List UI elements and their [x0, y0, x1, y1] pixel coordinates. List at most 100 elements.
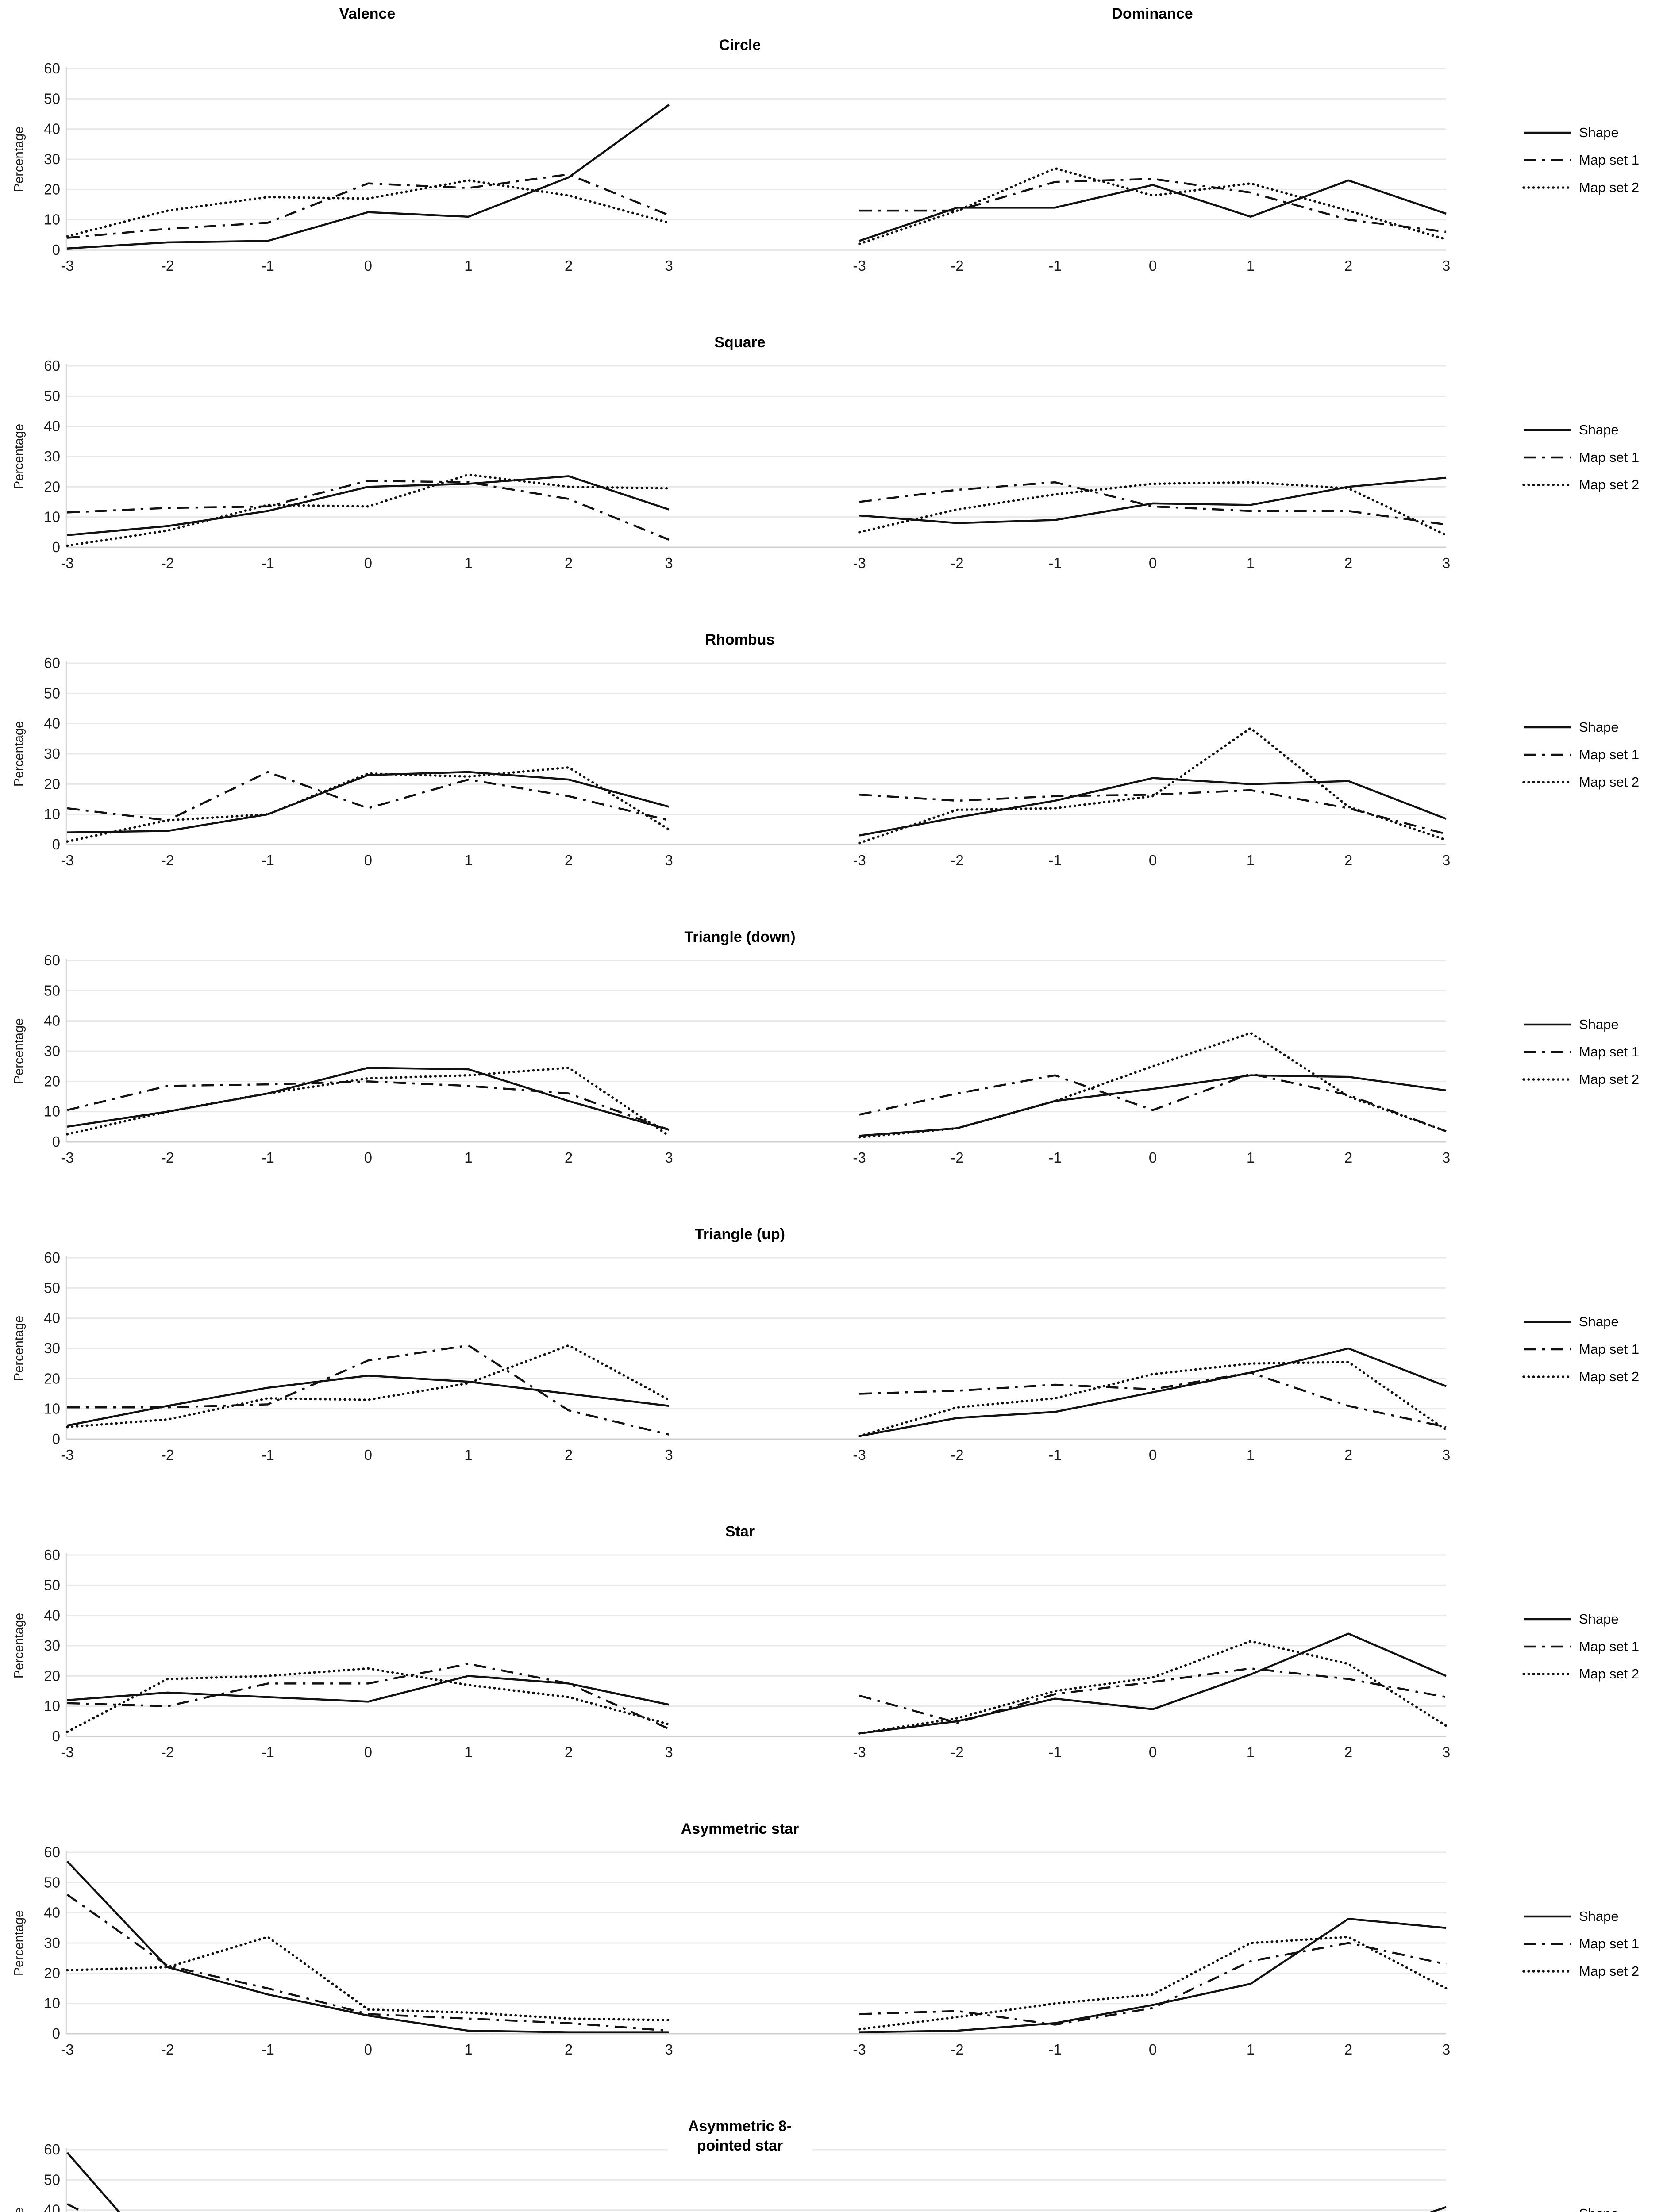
- valence-shape-line: [66, 1860, 669, 2033]
- dominance-x-tick-label-3: 3: [1442, 1149, 1450, 1166]
- y-tick-label-0: 0: [52, 1431, 60, 1447]
- legend-map2-line-sample-icon: [1522, 1375, 1572, 1378]
- legend-label: Shape: [1579, 125, 1619, 140]
- y-tick-label-40: 40: [44, 1905, 60, 1921]
- dominance-x-tick-label--3: -3: [853, 852, 866, 868]
- row-title-star: Star: [721, 1522, 758, 1542]
- row-title-square: Square: [711, 333, 769, 353]
- legend-item-shape: Shape: [1522, 719, 1639, 735]
- y-tick-label-50: 50: [44, 1577, 60, 1593]
- valence-x-tick-label-1: 1: [464, 2041, 472, 2058]
- valence-map2-line: [66, 473, 670, 547]
- dominance-x-tick-label-2: 2: [1344, 257, 1352, 274]
- charts-svg-asymmetric-star: 0 10 20 30 40 50 60 Percentage -3 -2 -1 0 1 2 3 -3 -2 -1 0…: [12, 1844, 1450, 2058]
- y-axis-label-percentage: Percentage: [12, 1316, 26, 1381]
- dominance-x-tick-label--3: -3: [853, 1744, 866, 1760]
- dominance-x-tick-label-0: 0: [1149, 1447, 1157, 1463]
- legend-label: Map set 1: [1579, 449, 1640, 465]
- legend-label: Shape: [1579, 1909, 1619, 1924]
- valence-shape-line: [67, 771, 670, 833]
- valence-map1-line: [66, 1893, 669, 2032]
- y-tick-label-50: 50: [44, 1874, 60, 1890]
- legend-item-shape: Shape: [1522, 125, 1639, 141]
- valence-x-tick-label--1: -1: [262, 555, 274, 571]
- valence-x-tick-label-3: 3: [665, 555, 673, 571]
- legend: Shape Map set 1 Map set 2: [1522, 422, 1639, 504]
- dominance-x-tick-label-2: 2: [1344, 1447, 1352, 1463]
- valence-x-tick-label--2: -2: [161, 555, 174, 571]
- row-title-asymmetric-8-pointed-star: Asymmetric 8-pointed star: [668, 2116, 812, 2156]
- valence-x-tick-label-0: 0: [364, 1447, 372, 1463]
- valence-x-tick-label--1: -1: [262, 852, 274, 868]
- y-tick-label-20: 20: [44, 1965, 60, 1981]
- legend-item-map2: Map set 2: [1522, 1071, 1639, 1087]
- y-tick-label-40: 40: [44, 1013, 60, 1029]
- legend: Shape Map set 1 Map set 2: [1522, 1909, 1639, 1991]
- chart-row-asymmetric-star: 0 10 20 30 40 50 60 Percentage -3 -2 -1 0 1 2 3 -3 -2 -1 0…: [0, 1810, 1667, 2108]
- valence-map1-line: [67, 480, 670, 541]
- chart-row-asymmetric-8-pointed-star: 0102030405060Percentage-3-2-10123-3-2-10…: [0, 2108, 1667, 2212]
- dominance-x-tick-label-1: 1: [1247, 257, 1255, 274]
- row-title-circle: Circle: [715, 35, 765, 55]
- valence-x-tick-label--3: -3: [61, 1149, 73, 1166]
- dominance-shape-line: [859, 1347, 1447, 1437]
- dominance-x-tick-label-1: 1: [1247, 1447, 1255, 1463]
- y-axis-label-percentage: Percentage: [12, 424, 26, 489]
- dominance-x-tick-label--2: -2: [951, 852, 963, 868]
- dominance-map1-line: [859, 1942, 1447, 2026]
- dominance-x-tick-label--3: -3: [853, 2041, 866, 2058]
- y-tick-label-0: 0: [52, 242, 60, 258]
- legend-map2-line-sample-icon: [1522, 1970, 1572, 1973]
- y-tick-label-50: 50: [44, 685, 60, 701]
- legend-map2-line-sample-icon: [1522, 781, 1572, 783]
- valence-shape-line: [66, 2152, 121, 2212]
- legend-shape-line-sample-icon: [1524, 1915, 1571, 1918]
- column-header-dominance: Dominance: [1112, 5, 1193, 22]
- valence-x-tick-label--2: -2: [161, 852, 174, 868]
- y-tick-label-10: 10: [44, 211, 60, 228]
- legend-item-shape: Shape: [1522, 1314, 1639, 1330]
- dominance-x-tick-label--3: -3: [853, 1447, 866, 1463]
- dominance-x-tick-label--1: -1: [1048, 1149, 1061, 1166]
- y-axis-label-percentage: Percentage: [12, 127, 26, 192]
- chart-row-circle: 0 10 20 30 40 50 60 Percentage -3 -2 -1 0 1 2 3 -3 -2 -1 0…: [0, 27, 1667, 324]
- valence-map1-line: [67, 1080, 670, 1131]
- valence-map2-line: [66, 179, 670, 238]
- valence-map1-line: [67, 173, 670, 239]
- legend-map1-line-sample-icon: [1524, 1943, 1571, 1945]
- dominance-x-tick-label--1: -1: [1048, 555, 1061, 571]
- charts-svg-rhombus: 0 10 20 30 40 50 60 Percentage -3 -2 -1 0 1 2 3 -3 -2 -1 0…: [12, 655, 1450, 868]
- y-tick-label-60: 60: [44, 655, 60, 671]
- dominance-x-tick-label--2: -2: [951, 1149, 963, 1166]
- legend-label: Map set 2: [1579, 1369, 1640, 1384]
- valence-map1-line: [67, 1663, 670, 1730]
- legend-label: Shape: [1579, 1314, 1619, 1329]
- valence-shape-line: [67, 1067, 670, 1131]
- legend: Shape Map set 1 Map set 2: [1522, 1611, 1639, 1694]
- legend-map2-line-sample-icon: [1522, 186, 1572, 189]
- legend-map1-line-sample-icon: [1524, 753, 1571, 756]
- dominance-shape-line: [859, 1918, 1447, 2033]
- dominance-map1-line: [859, 1073, 1447, 1133]
- y-tick-label-20: 20: [44, 478, 60, 495]
- charts-svg-asymmetric-8-pointed-star: 0102030405060Percentage-3-2-10123-3-2-10…: [12, 2141, 1447, 2212]
- y-tick-label-10: 10: [44, 1698, 60, 1714]
- y-tick-label-10: 10: [44, 1103, 60, 1120]
- y-tick-label-60: 60: [44, 1249, 60, 1266]
- y-tick-label-0: 0: [52, 1133, 60, 1150]
- legend-label: Map set 2: [1579, 477, 1640, 492]
- dominance-map1-line: [859, 1371, 1447, 1428]
- dominance-x-tick-label-3: 3: [1442, 1447, 1450, 1463]
- dominance-x-tick-label--1: -1: [1048, 852, 1061, 868]
- y-tick-label-30: 30: [44, 1637, 60, 1654]
- y-tick-label-10: 10: [44, 806, 60, 822]
- legend-label: Shape: [1579, 1017, 1619, 1032]
- dominance-map2-line: [858, 1936, 1448, 2031]
- legend-label: Shape: [1579, 2206, 1619, 2212]
- dominance-x-tick-label-0: 0: [1149, 257, 1157, 274]
- dominance-x-tick-label--2: -2: [951, 555, 963, 571]
- valence-x-tick-label-3: 3: [665, 257, 673, 274]
- dominance-map2-line: [858, 1032, 1448, 1139]
- dominance-x-tick-label-3: 3: [1442, 852, 1450, 868]
